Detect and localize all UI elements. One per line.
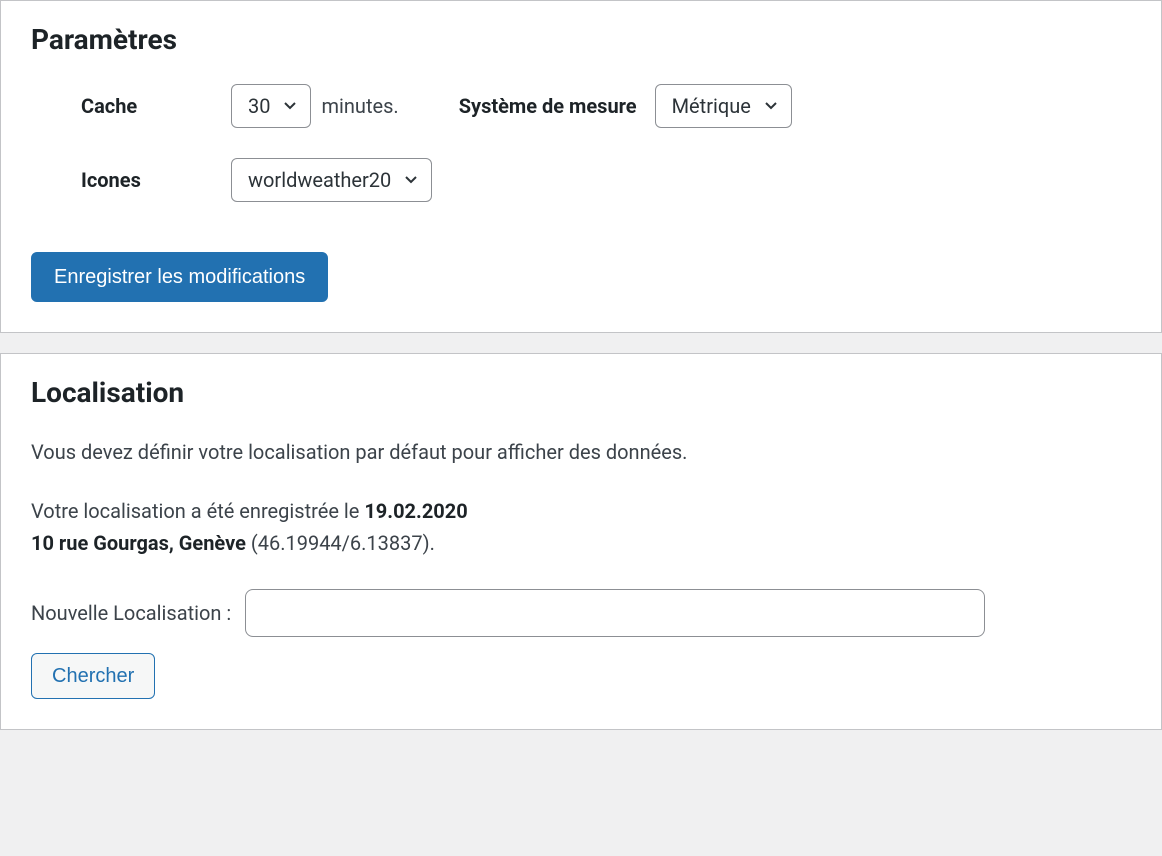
cache-label: Cache — [31, 94, 231, 118]
cache-suffix: minutes. — [321, 94, 398, 118]
settings-title: Paramètres — [31, 23, 1131, 56]
icons-label: Icones — [31, 168, 231, 192]
measure-label: Système de mesure — [459, 94, 637, 118]
icons-select-value: worldweather20 — [248, 167, 391, 193]
saved-date: 19.02.2020 — [364, 499, 467, 523]
cache-select-value: 30 — [248, 93, 270, 119]
localisation-saved-info: Votre localisation a été enregistrée le … — [31, 495, 1131, 559]
chevron-down-icon — [403, 167, 419, 193]
new-localisation-row: Nouvelle Localisation : — [31, 589, 1131, 637]
localisation-panel: Localisation Vous devez définir votre lo… — [0, 353, 1162, 730]
settings-panel: Paramètres Cache 30 minutes. Système de … — [0, 0, 1162, 333]
localisation-description: Vous devez définir votre localisation pa… — [31, 437, 1131, 467]
cache-select[interactable]: 30 — [231, 84, 311, 128]
cache-field-row: Cache 30 minutes. — [31, 84, 399, 128]
saved-prefix: Votre localisation a été enregistrée le — [31, 499, 364, 523]
saved-address: 10 rue Gourgas, Genève — [31, 531, 246, 555]
measure-field-row: Système de mesure Métrique — [459, 84, 792, 128]
save-settings-button[interactable]: Enregistrer les modifications — [31, 252, 328, 302]
measure-select-value: Métrique — [672, 93, 751, 119]
localisation-title: Localisation — [31, 376, 1131, 409]
search-button[interactable]: Chercher — [31, 653, 155, 699]
saved-coords: (46.19944/6.13837). — [246, 531, 435, 555]
chevron-down-icon — [763, 93, 779, 119]
chevron-down-icon — [282, 93, 298, 119]
icons-select[interactable]: worldweather20 — [231, 158, 432, 202]
settings-form: Cache 30 minutes. Système de mesure Métr… — [31, 84, 1131, 202]
new-localisation-label: Nouvelle Localisation : — [31, 601, 231, 625]
measure-select[interactable]: Métrique — [655, 84, 792, 128]
new-localisation-input[interactable] — [245, 589, 985, 637]
icons-field-row: Icones worldweather20 — [31, 158, 1131, 202]
